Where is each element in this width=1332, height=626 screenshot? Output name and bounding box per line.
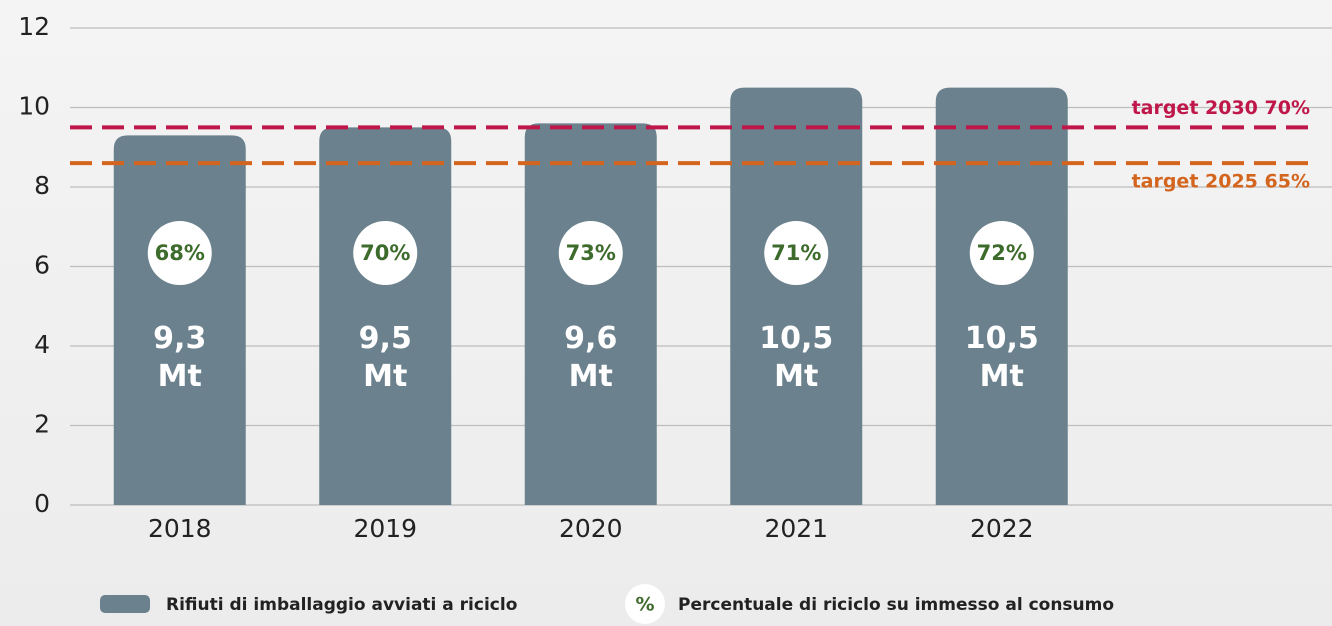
legend-label: Percentuale di riciclo su immesso al con… [678, 595, 1114, 615]
x-tick-label: 2022 [970, 514, 1034, 543]
rate-badge [969, 221, 1034, 285]
target-label: target 2025 65% [1132, 171, 1310, 193]
rate-label: 71% [771, 241, 821, 265]
bar [524, 123, 657, 506]
bar [730, 87, 863, 505]
y-tick-label: 10 [18, 92, 50, 121]
rate-label: 73% [566, 241, 616, 265]
value-label: 9,6 Mt [564, 321, 618, 394]
value-label: 10,5 Mt [964, 321, 1039, 394]
y-tick-label: 8 [34, 171, 50, 200]
y-tick-label: 6 [34, 251, 50, 280]
y-tick-label: 4 [34, 330, 50, 359]
rate-badge [764, 221, 829, 285]
y-tick-label: 0 [34, 489, 50, 518]
bar [113, 135, 246, 505]
legend-symbol: % [635, 594, 654, 616]
rate-label: 70% [360, 241, 410, 265]
target-label: target 2030 70% [1132, 97, 1310, 119]
x-tick-label: 2021 [764, 514, 828, 543]
value-label: 10,5 Mt [759, 321, 834, 394]
legend-swatch [100, 595, 150, 613]
rate-badge [147, 221, 212, 285]
y-tick-label: 2 [34, 410, 50, 439]
bar [935, 87, 1068, 505]
value-label: 9,5 Mt [358, 321, 412, 394]
value-label: 9,3 Mt [153, 321, 207, 394]
legend-label: Rifiuti di imballaggio avviati a riciclo [166, 595, 517, 615]
x-tick-label: 2018 [148, 514, 212, 543]
x-tick-label: 2019 [353, 514, 417, 543]
rate-label: 68% [155, 241, 205, 265]
bar [319, 127, 452, 505]
legend-badge [625, 584, 665, 624]
rate-label: 72% [977, 241, 1027, 265]
rate-badge [558, 221, 623, 285]
x-tick-label: 2020 [559, 514, 623, 543]
y-tick-label: 12 [18, 12, 50, 41]
rate-badge [353, 221, 418, 285]
